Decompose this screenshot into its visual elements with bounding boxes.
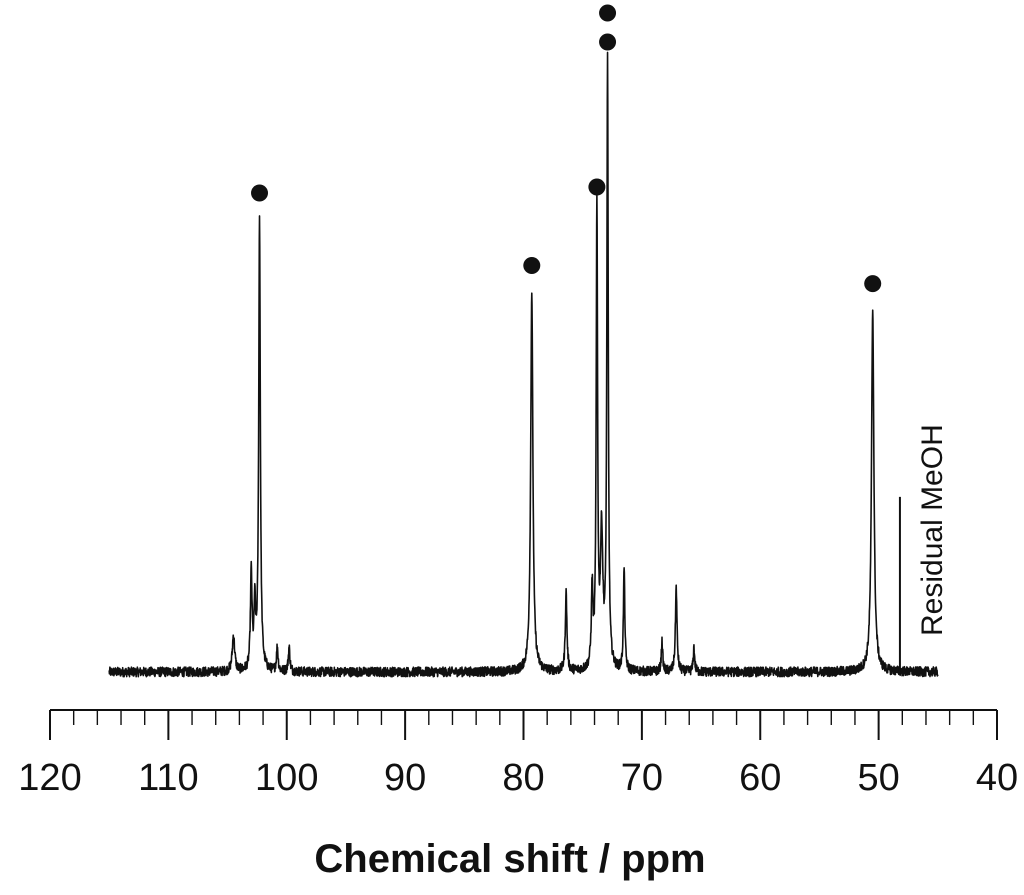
- x-tick-label: 80: [502, 757, 544, 799]
- spectrum-line: [108, 51, 939, 678]
- annotation-label: Residual MeOH: [916, 424, 949, 636]
- peak-marker: [864, 275, 882, 293]
- peak-marker: [588, 178, 606, 196]
- peak-markers: [251, 4, 882, 293]
- x-tick-label: 120: [18, 757, 81, 799]
- x-tick-label: 70: [621, 757, 663, 799]
- spectrum-plot-area: [108, 51, 939, 678]
- x-axis-title: Chemical shift / ppm: [314, 837, 705, 881]
- peak-marker: [251, 184, 269, 202]
- peak-marker: [599, 4, 617, 22]
- x-tick-label: 90: [384, 757, 426, 799]
- x-tick-label: 60: [739, 757, 781, 799]
- annotation-layer: Residual MeOH: [898, 424, 949, 674]
- x-axis: 120 110 100 90 80 70 60 50 40: [18, 709, 1018, 799]
- x-tick-label: 50: [857, 757, 899, 799]
- x-tick-label: 100: [255, 757, 318, 799]
- peak-marker: [599, 33, 617, 51]
- x-tick-label: 110: [138, 757, 199, 799]
- x-tick-label: 40: [976, 757, 1018, 799]
- peak-marker: [523, 256, 541, 274]
